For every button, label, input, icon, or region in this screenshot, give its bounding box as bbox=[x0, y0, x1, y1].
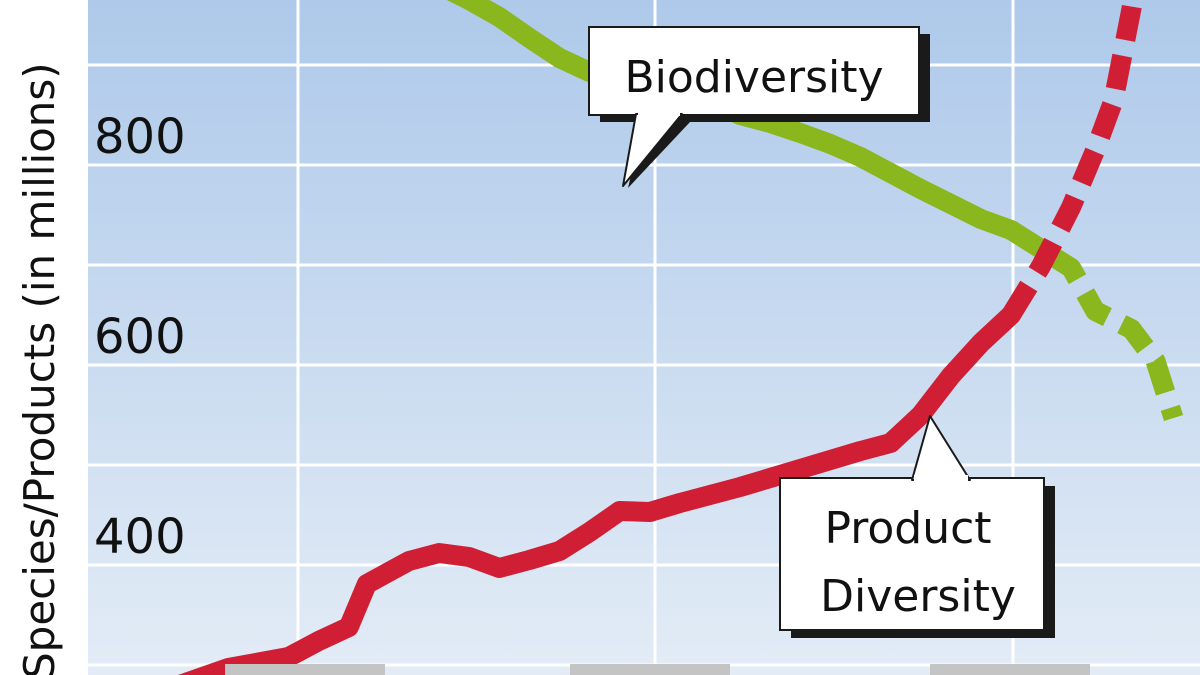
y-tick-label: 800 bbox=[94, 109, 186, 165]
x-axis-tab bbox=[225, 664, 385, 675]
biodiversity-callout-label: Biodiversity bbox=[624, 52, 883, 103]
product-diversity-callout-label-line2: Diversity bbox=[820, 571, 1016, 622]
y-axis-strip bbox=[0, 0, 88, 675]
x-axis-tabs bbox=[225, 664, 1090, 675]
x-axis-tab bbox=[930, 664, 1090, 675]
y-tick-label: 400 bbox=[94, 509, 186, 565]
x-axis-tab bbox=[570, 664, 730, 675]
callouts: Biodiversity Product Diversity bbox=[588, 26, 1055, 638]
product-diversity-line bbox=[177, 305, 1021, 675]
y-tick-label: 600 bbox=[94, 309, 186, 365]
product-diversity-projected-line bbox=[1002, 0, 1143, 321]
y-axis-label: Species/Products (in millions) bbox=[15, 62, 64, 675]
biodiversity-callout: Biodiversity bbox=[588, 26, 930, 188]
y-tick-labels: 400 600 800 bbox=[94, 109, 186, 565]
product-diversity-callout-label-line1: Product bbox=[824, 503, 991, 554]
biodiversity-projected-line bbox=[1005, 221, 1184, 422]
product-diversity-callout: Product Diversity bbox=[779, 415, 1055, 638]
